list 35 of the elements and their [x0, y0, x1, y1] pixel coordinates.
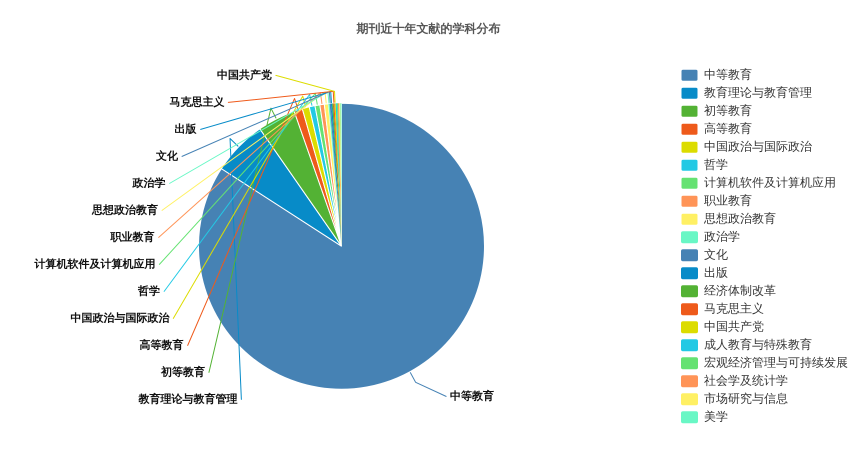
legend-label: 社会学及统计学 — [704, 374, 788, 388]
legend-label: 经济体制改革 — [704, 284, 776, 298]
data-label: 政治学 — [132, 176, 166, 190]
data-label: 中国政治与国际政治 — [70, 311, 170, 324]
legend-label: 中等教育 — [704, 68, 752, 82]
data-label: 初等教育 — [160, 365, 205, 378]
data-label: 中等教育 — [450, 389, 494, 402]
data-label: 马克思主义 — [169, 95, 226, 108]
legend-label: 马克思主义 — [704, 302, 764, 316]
data-label: 教育理论与教育管理 — [137, 392, 238, 406]
legend-label: 文化 — [704, 248, 728, 262]
legend-label: 政治学 — [704, 230, 740, 244]
legend-label: 市场研究与信息 — [704, 392, 788, 406]
data-label: 文化 — [155, 149, 180, 162]
legend-label: 成人教育与特殊教育 — [704, 338, 812, 352]
data-label: 出版 — [174, 122, 198, 136]
legend-label: 职业教育 — [704, 194, 752, 208]
data-label: 职业教育 — [110, 230, 155, 244]
legend-label: 宏观经济管理与可持续发展 — [704, 356, 848, 370]
legend-label: 教育理论与教育管理 — [704, 86, 812, 100]
legend-label: 初等教育 — [704, 104, 752, 118]
legend-label: 哲学 — [704, 158, 728, 172]
legend-label: 思想政治教育 — [703, 212, 776, 226]
data-label: 思想政治教育 — [91, 203, 158, 216]
legend-label: 高等教育 — [704, 122, 752, 136]
legend-label: 出版 — [704, 266, 728, 280]
data-label: 哲学 — [137, 284, 160, 298]
data-label: 中国共产党 — [216, 68, 272, 82]
legend-label: 中国共产党 — [704, 320, 764, 334]
legend-label: 计算机软件及计算机应用 — [704, 176, 836, 190]
data-label: 高等教育 — [140, 338, 184, 352]
chart-title: 期刊近十年文献的学科分布 — [356, 22, 500, 36]
legend-label: 中国政治与国际政治 — [704, 140, 812, 154]
legend-label: 美学 — [704, 410, 728, 424]
data-label: 计算机软件及计算机应用 — [33, 257, 156, 270]
